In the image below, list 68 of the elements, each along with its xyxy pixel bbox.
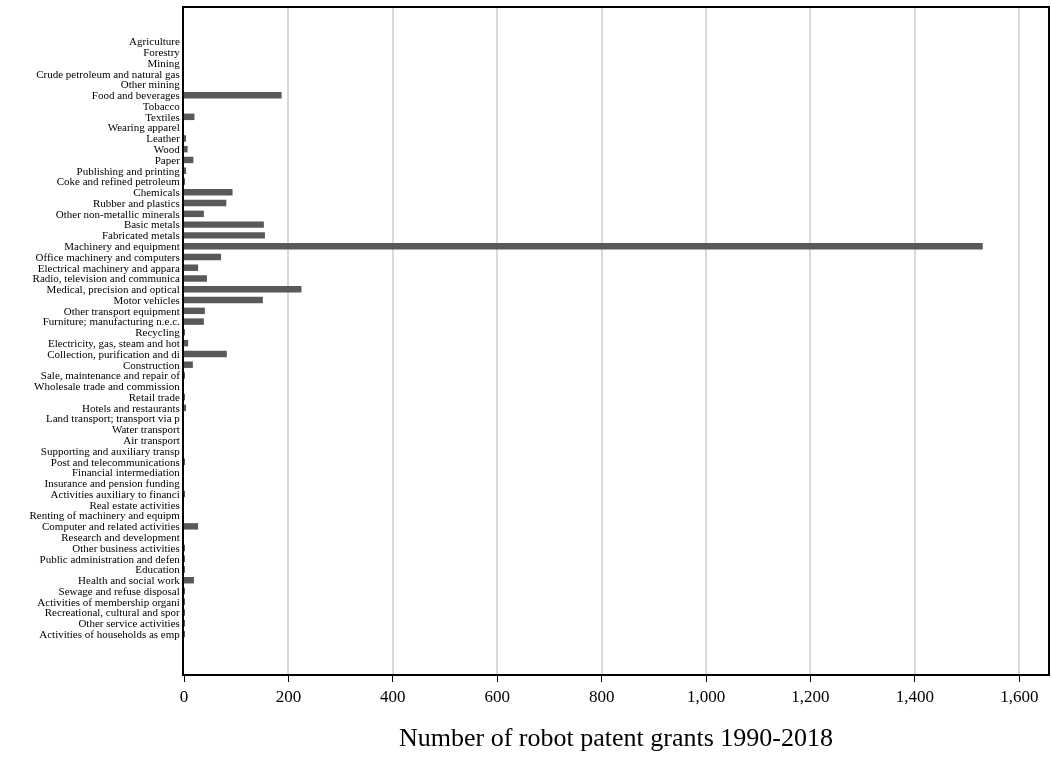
bar bbox=[184, 275, 207, 282]
bar bbox=[184, 307, 205, 315]
bar bbox=[184, 253, 222, 261]
bar bbox=[184, 221, 264, 228]
bar bbox=[184, 210, 204, 218]
y-tick-label: Food and beverages bbox=[91, 89, 180, 102]
y-tick-label: Radio, television and communica bbox=[32, 272, 180, 285]
y-tick-label: Air transport bbox=[123, 434, 180, 446]
bar bbox=[184, 577, 194, 584]
y-tick-label: Retail trade bbox=[128, 390, 180, 403]
bar bbox=[184, 199, 227, 207]
bar bbox=[184, 242, 983, 250]
y-tick-label: Sale, maintenance and repair of bbox=[40, 369, 181, 382]
bar bbox=[184, 286, 302, 293]
x-tick-label: 1,200 bbox=[791, 687, 830, 707]
y-tick-label: Renting of machinery and equipm bbox=[29, 509, 181, 522]
y-tick-label: Hotels and restaurants bbox=[82, 401, 180, 414]
y-tick-label: Other mining bbox=[120, 78, 181, 91]
y-tick-label: Health and social work bbox=[78, 574, 181, 587]
bar bbox=[184, 350, 227, 358]
bar bbox=[184, 92, 282, 99]
x-tick-label: 1,600 bbox=[1000, 687, 1039, 707]
y-tick-label: Machinery and equipment bbox=[64, 240, 180, 253]
y-tick-label: Public administration and defen bbox=[39, 552, 181, 565]
bar bbox=[184, 189, 233, 196]
y-tick-label: Computer and related activities bbox=[42, 520, 180, 533]
y-tick-label: Textiles bbox=[145, 110, 180, 123]
y-tick-label: Basic metals bbox=[123, 218, 180, 231]
bar bbox=[184, 264, 199, 271]
x-tick-label: 200 bbox=[275, 687, 302, 707]
y-tick-label: Insurance and pension funding bbox=[44, 477, 181, 490]
y-tick-label: Sewage and refuse disposal bbox=[58, 584, 180, 597]
bar bbox=[184, 361, 193, 368]
y-tick-label: Construction bbox=[122, 358, 181, 371]
x-axis-title: Number of robot patent grants 1990-2018 bbox=[399, 722, 833, 752]
y-tick-label: Rubber and plastics bbox=[93, 196, 180, 209]
y-tick-label: Paper bbox=[154, 153, 181, 166]
y-tick-label: Forestry bbox=[143, 46, 181, 59]
bar bbox=[184, 232, 265, 239]
y-tick-label: Other transport equipment bbox=[63, 304, 180, 317]
y-tick-label: Wholesale trade and commission bbox=[34, 380, 181, 393]
bar bbox=[184, 318, 204, 325]
y-tick-label: Activities of households as emp bbox=[39, 627, 181, 640]
y-tick-label: Leather bbox=[146, 132, 181, 145]
y-tick-label: Other service activities bbox=[78, 617, 180, 630]
y-tick-label: Agriculture bbox=[129, 35, 180, 48]
y-tick-label: Wood bbox=[153, 143, 181, 156]
y-tick-label: Education bbox=[135, 563, 181, 576]
y-tick-label: Water transport bbox=[111, 423, 180, 436]
y-tick-label: Fabricated metals bbox=[101, 229, 180, 242]
x-tick-label: 800 bbox=[588, 687, 615, 707]
y-tick-label: Wearing apparel bbox=[107, 121, 180, 134]
x-tick-label: 1,400 bbox=[895, 687, 935, 707]
y-tick-label: Land transport; transport via p bbox=[45, 412, 181, 425]
x-tick-label: 400 bbox=[380, 687, 406, 707]
bar bbox=[184, 145, 188, 153]
bar bbox=[184, 296, 263, 304]
y-tick-label: Medical, precision and optical bbox=[46, 283, 180, 296]
y-tick-label: Other non-metallic minerals bbox=[55, 207, 180, 220]
x-tick-label: 1,000 bbox=[686, 687, 726, 707]
y-tick-label: Electricity, gas, steam and hot bbox=[47, 337, 180, 350]
bar bbox=[184, 523, 199, 530]
y-tick-label: Chemicals bbox=[133, 186, 180, 199]
y-tick-label: Financial intermediation bbox=[71, 466, 181, 479]
y-tick-label: Recycling bbox=[135, 326, 181, 339]
x-tick-label: 0 bbox=[179, 687, 189, 707]
y-tick-label: Coke and refined petroleum bbox=[56, 175, 181, 188]
x-tick-label: 600 bbox=[484, 687, 510, 707]
